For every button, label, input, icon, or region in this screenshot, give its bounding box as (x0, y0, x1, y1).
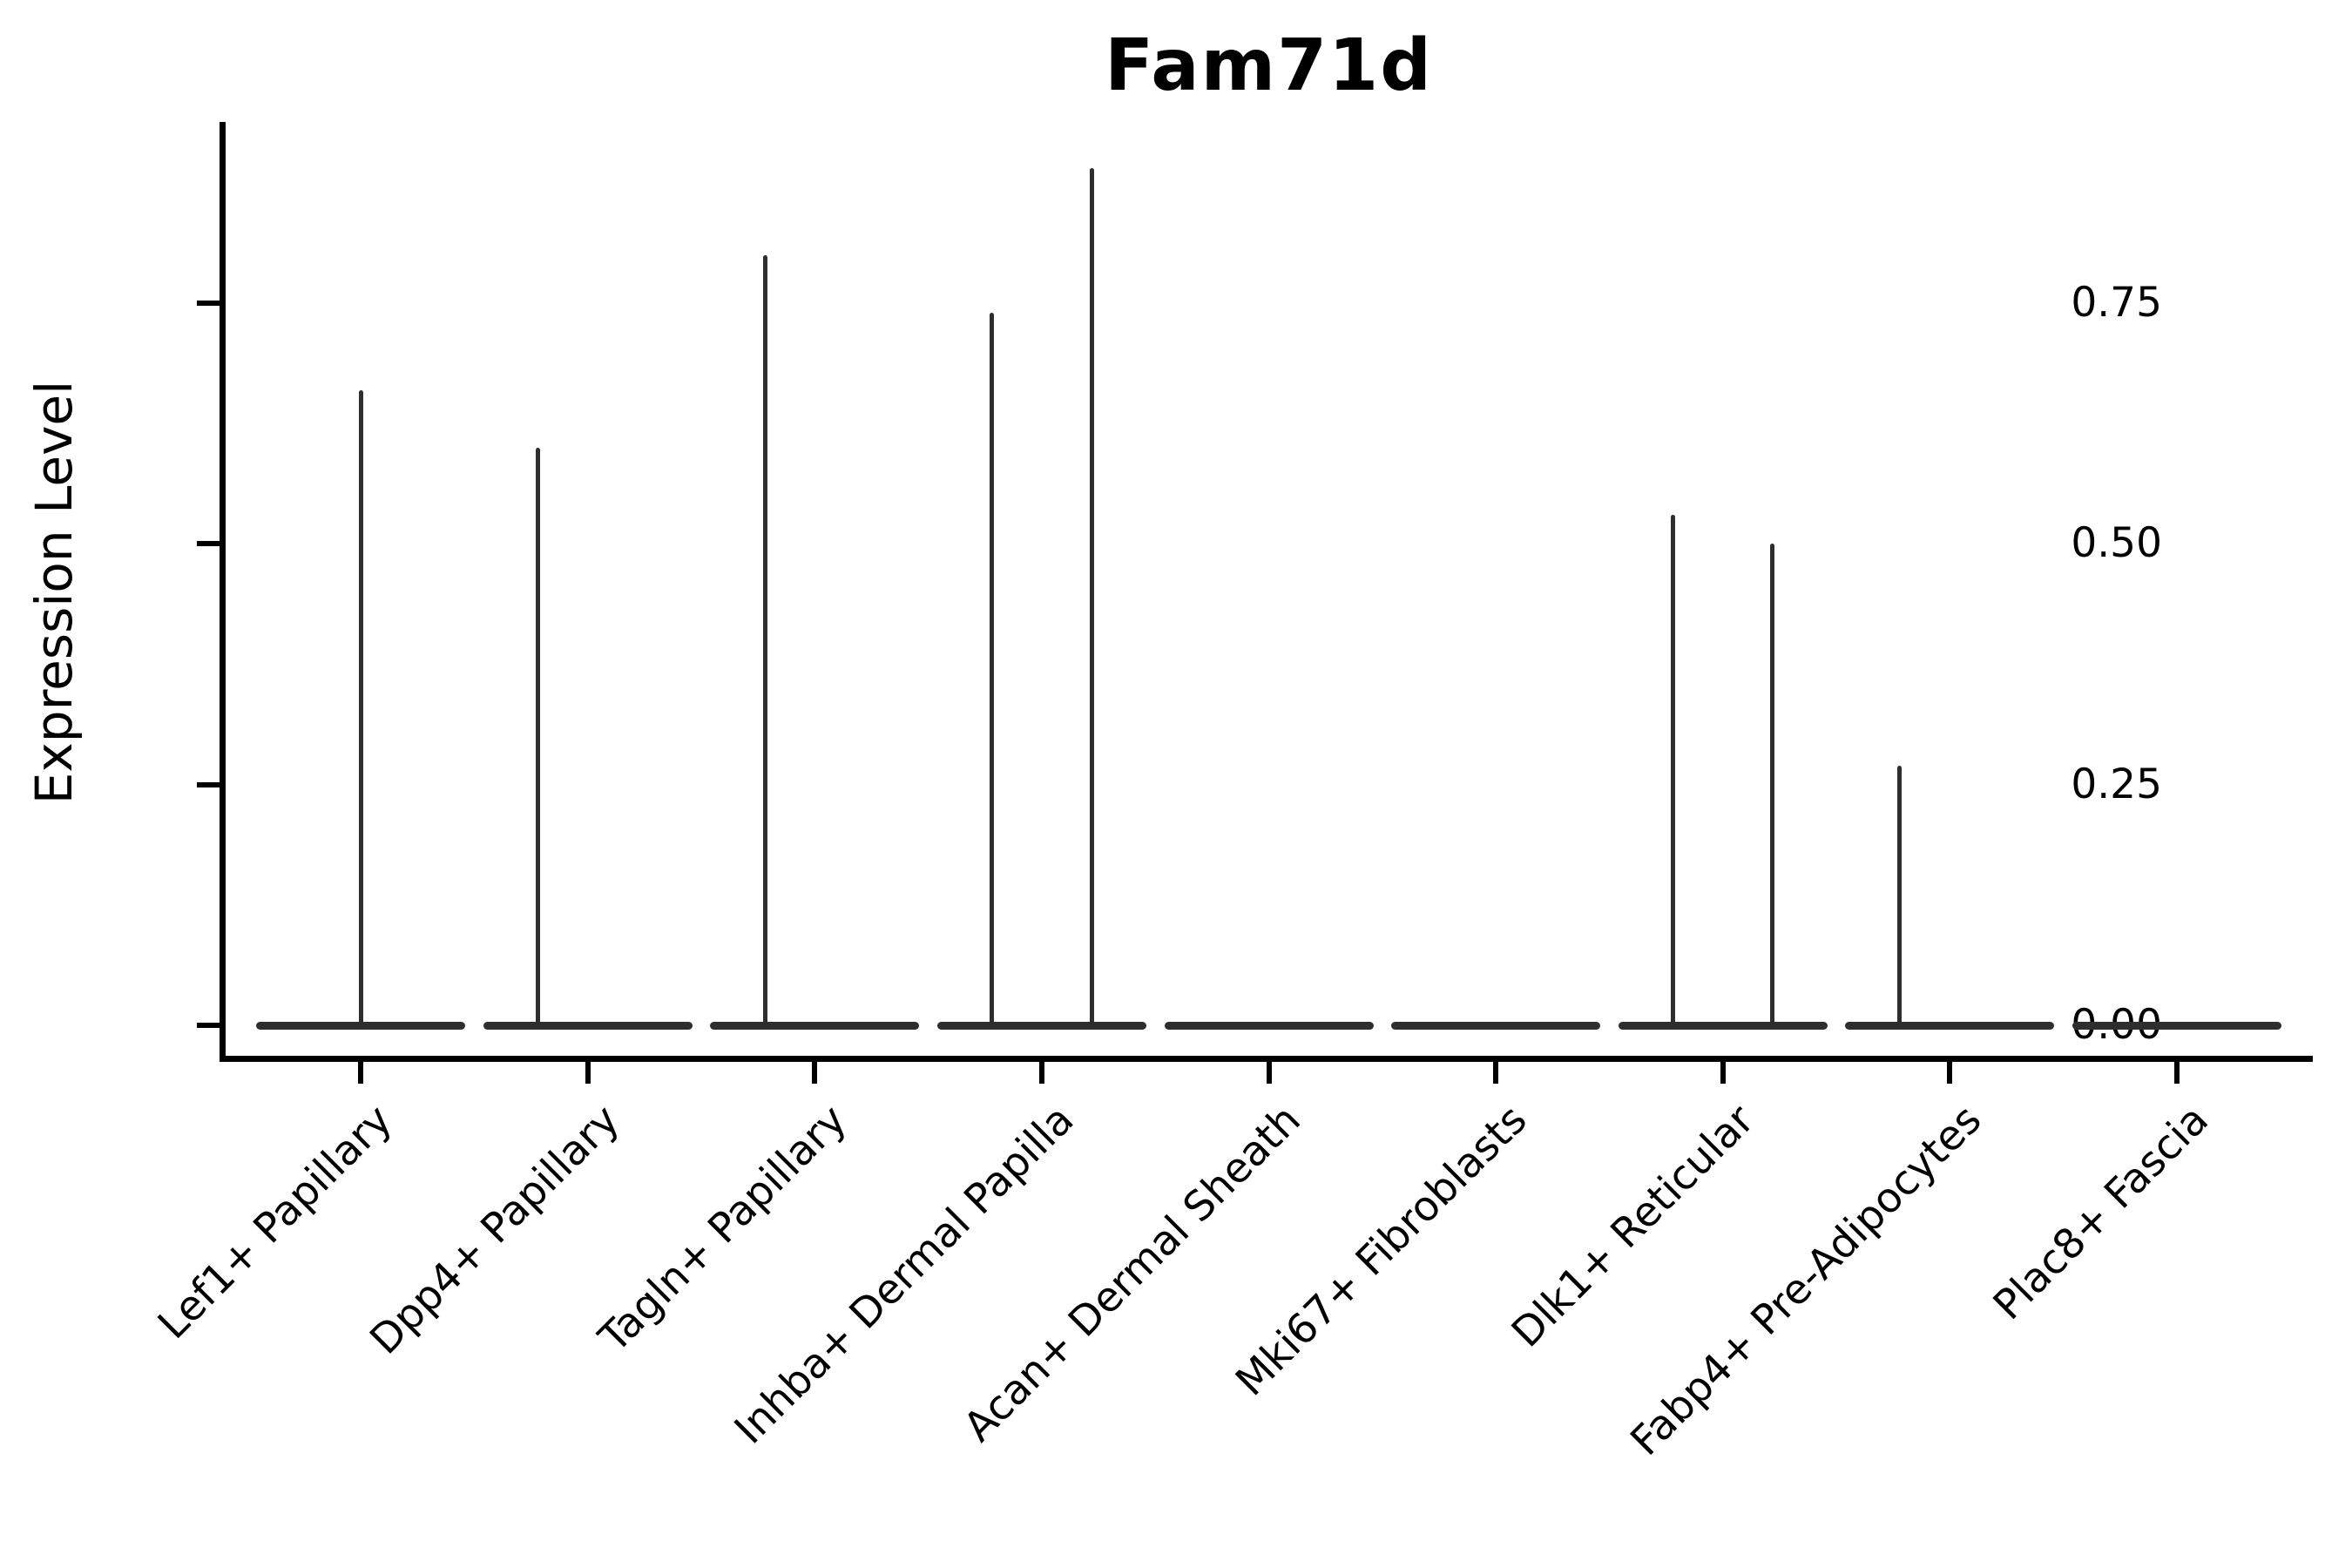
violin-baseline-8 (1845, 1021, 2055, 1030)
y-axis-spine (220, 122, 226, 1062)
y-axis-label: Expression Level (24, 380, 84, 805)
y-tick-label: 0.50 (2071, 519, 2162, 568)
x-axis-spine (220, 1056, 2313, 1062)
x-tick-label-7: Dlk1+ Reticular (1503, 1096, 1764, 1357)
x-tick-mark (812, 1062, 818, 1084)
violin-baseline-4 (936, 1021, 1146, 1030)
violin-spike (358, 389, 363, 1029)
x-tick-mark (2173, 1062, 2180, 1084)
x-tick-mark (1038, 1062, 1044, 1084)
y-tick-label: 0.75 (2071, 279, 2162, 328)
x-tick-mark (1720, 1062, 1726, 1084)
x-tick-label-3: Tagln+ Papillary (590, 1096, 856, 1362)
y-tick-mark (197, 541, 220, 547)
violin-spike (1670, 515, 1675, 1029)
violin-baseline-9 (2072, 1021, 2281, 1030)
x-tick-mark (1493, 1062, 1499, 1084)
violin-spike (1770, 544, 1775, 1029)
violin-spike (1089, 168, 1094, 1029)
x-tick-label-2: Dpp4+ Papillary (361, 1096, 629, 1364)
x-tick-mark (358, 1062, 364, 1084)
violin-spike (990, 313, 995, 1029)
violin-spike (536, 447, 541, 1029)
violin-spike (762, 254, 767, 1029)
y-tick-label: 0.25 (2071, 760, 2162, 808)
violin-spike (1897, 765, 1903, 1029)
x-tick-label-9: Plac8+ Fascia (1984, 1096, 2218, 1329)
x-tick-mark (1266, 1062, 1272, 1084)
y-tick-mark (197, 1023, 220, 1028)
violin-baseline-3 (710, 1021, 920, 1030)
x-tick-mark (1947, 1062, 1953, 1084)
violin-baseline-6 (1391, 1021, 1601, 1030)
x-tick-label-1: Lef1+ Papillary (149, 1096, 402, 1348)
violin-baseline-2 (483, 1021, 693, 1030)
chart-title: Fam71d (1105, 24, 1433, 107)
violin-baseline-5 (1164, 1021, 1374, 1030)
y-tick-mark (197, 301, 220, 307)
violin-baseline-7 (1618, 1021, 1828, 1030)
y-tick-mark (197, 781, 220, 787)
x-tick-mark (585, 1062, 591, 1084)
